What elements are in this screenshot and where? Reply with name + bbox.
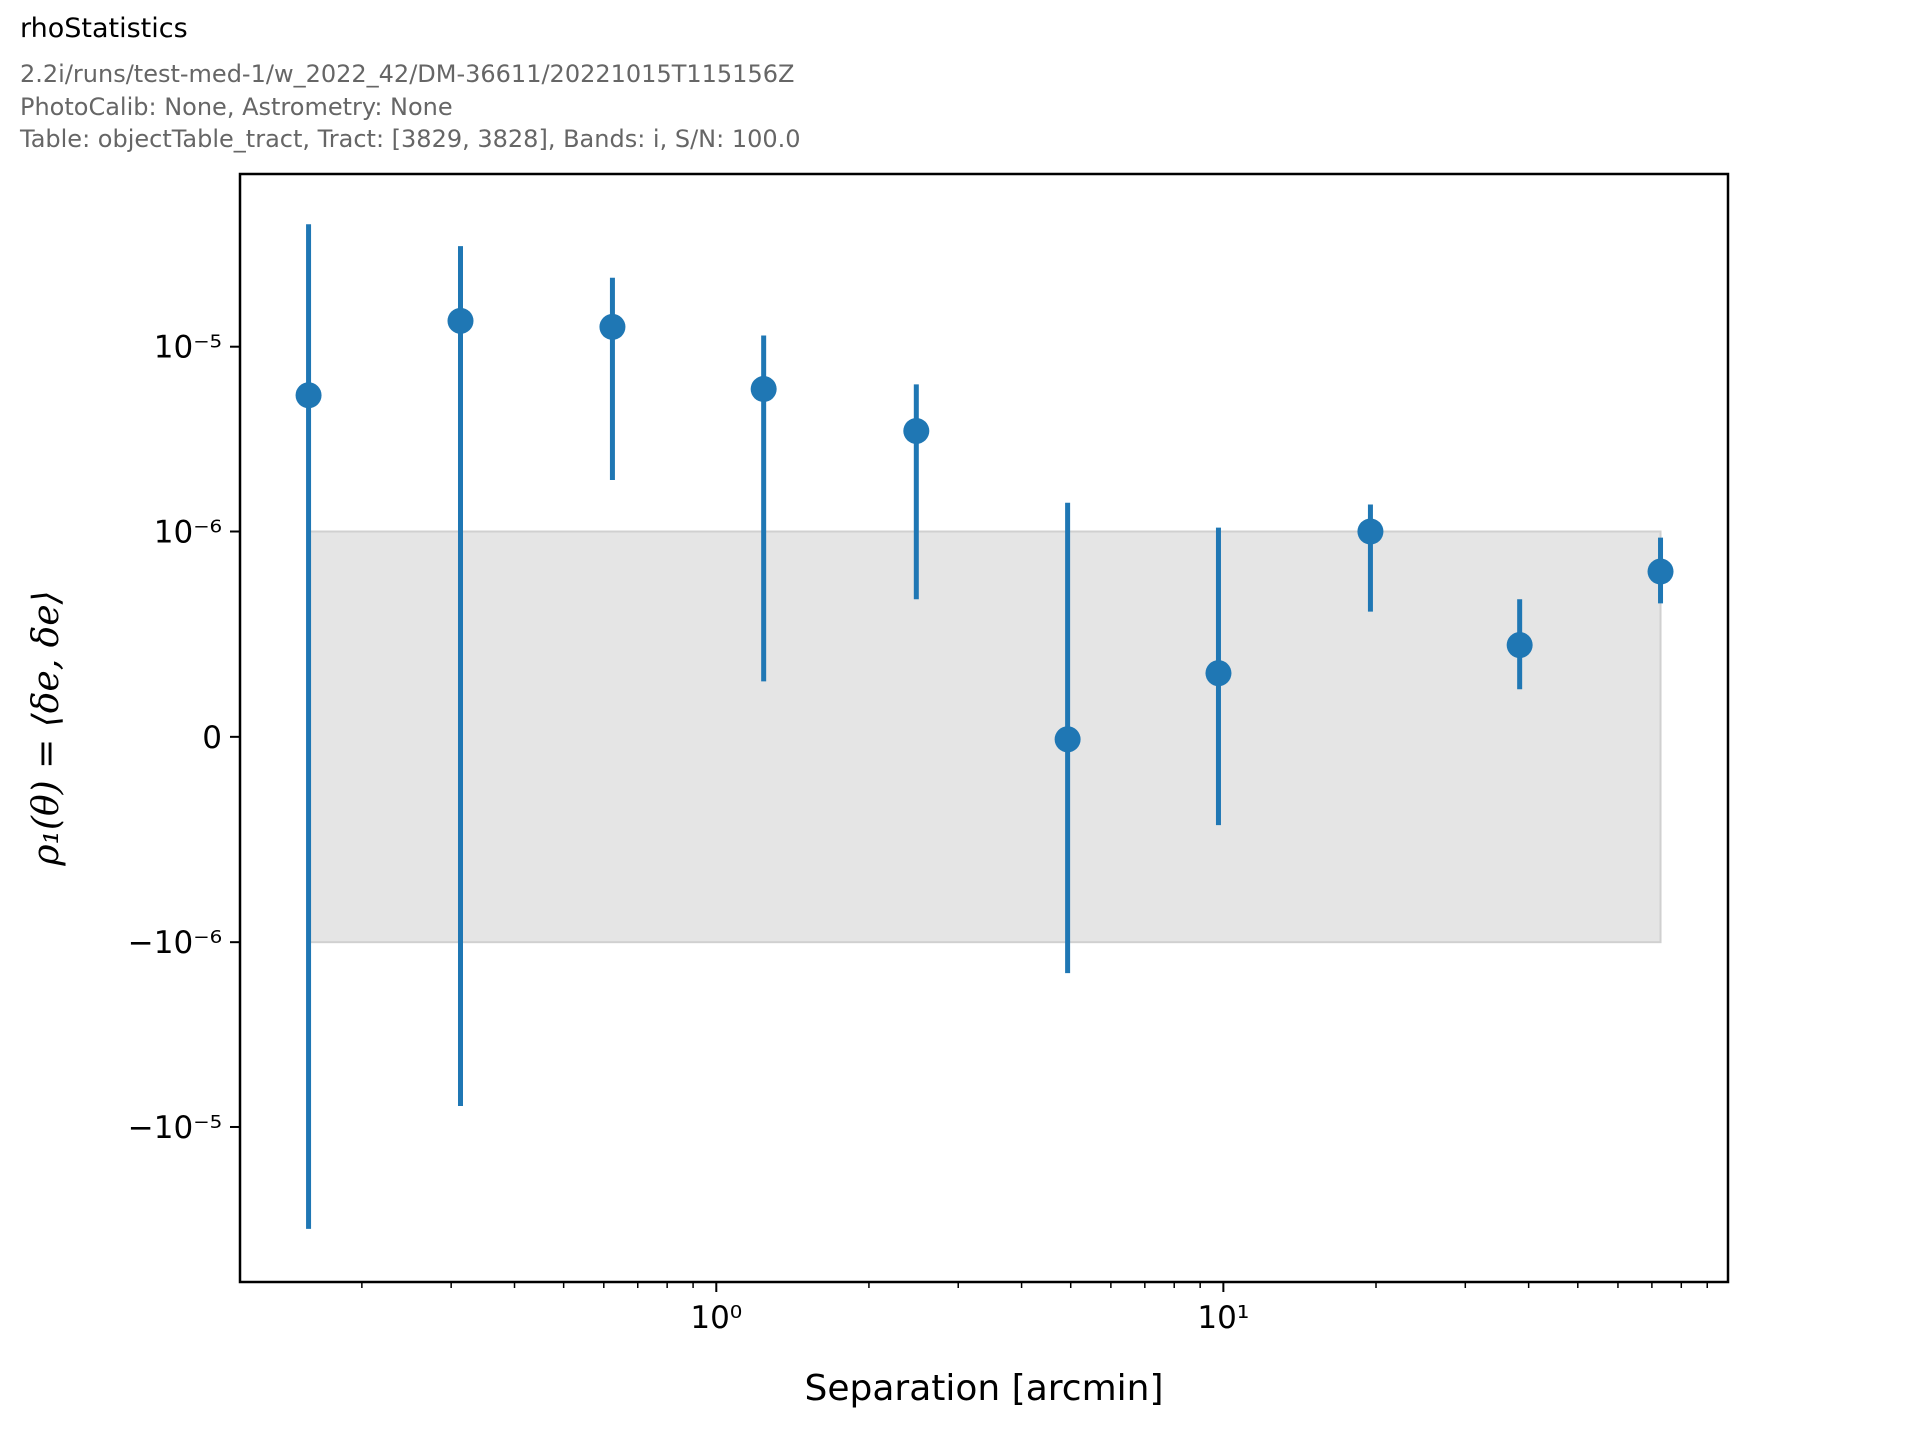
figure-title: rhoStatistics bbox=[20, 13, 188, 44]
data-point-10 bbox=[1647, 537, 1674, 604]
data-point-1 bbox=[295, 224, 322, 1229]
marker bbox=[1054, 726, 1081, 753]
x-tick-label: 10⁰ bbox=[690, 1300, 742, 1336]
y-axis: 10⁻⁵ 10⁻⁶ 0 −10⁻⁶ −10⁻⁵ bbox=[128, 330, 240, 1146]
data-point-5 bbox=[903, 384, 930, 600]
x-axis: 10⁰ 10¹ bbox=[361, 1282, 1708, 1336]
shaded-band bbox=[307, 530, 1662, 944]
data-point-2 bbox=[447, 246, 474, 1107]
marker bbox=[1506, 632, 1533, 659]
marker bbox=[447, 307, 474, 334]
marker bbox=[1357, 518, 1384, 545]
y-tick-label: 10⁻⁶ bbox=[154, 515, 222, 551]
subtitle-line-1: 2.2i/runs/test-med-1/w_2022_42/DM-36611/… bbox=[20, 60, 794, 88]
marker bbox=[295, 382, 322, 409]
data-point-8 bbox=[1357, 504, 1384, 612]
data-point-9 bbox=[1506, 599, 1533, 690]
marker bbox=[1647, 558, 1674, 585]
subtitle-line-3: Table: objectTable_tract, Tract: [3829, … bbox=[19, 125, 801, 153]
y-tick-label: −10⁻⁶ bbox=[128, 925, 222, 961]
marker bbox=[903, 417, 930, 444]
x-tick-label: 10¹ bbox=[1197, 1300, 1249, 1336]
subtitle-line-2: PhotoCalib: None, Astrometry: None bbox=[20, 93, 453, 121]
marker bbox=[599, 313, 626, 340]
tolerance-band bbox=[307, 530, 1662, 944]
marker bbox=[1205, 660, 1232, 687]
y-tick-label: 0 bbox=[202, 720, 222, 756]
y-axis-label: ρ₁(θ) = ⟨δe, δe⟩ bbox=[26, 590, 67, 866]
y-tick-label: 10⁻⁵ bbox=[154, 330, 222, 366]
x-axis-label: Separation [arcmin] bbox=[804, 1368, 1163, 1409]
data-point-6 bbox=[1054, 502, 1081, 974]
data-point-3 bbox=[599, 277, 626, 480]
data-point-7 bbox=[1205, 527, 1232, 826]
y-tick-label: −10⁻⁵ bbox=[128, 1110, 222, 1146]
marker bbox=[750, 376, 777, 403]
data-points bbox=[295, 224, 1674, 1229]
data-point-4 bbox=[750, 335, 777, 682]
plot-frame bbox=[238, 172, 1730, 1284]
